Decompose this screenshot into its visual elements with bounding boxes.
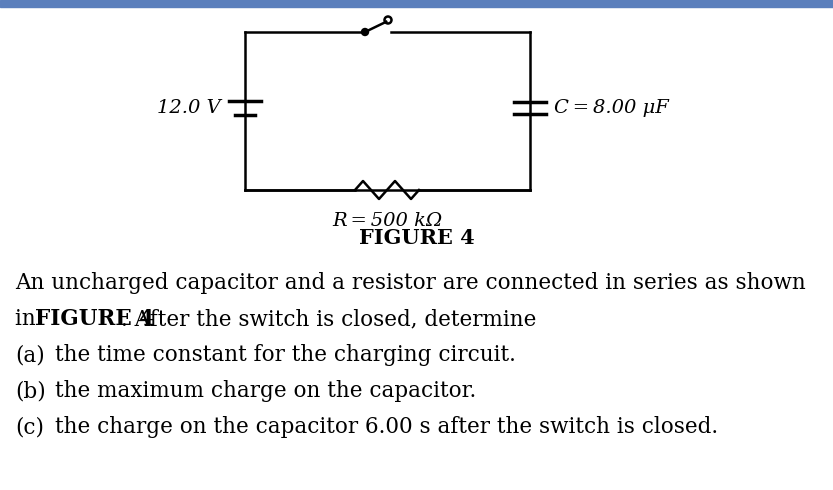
Text: 12.0 V: 12.0 V — [157, 99, 221, 117]
Text: FIGURE 4: FIGURE 4 — [35, 308, 154, 330]
Text: (a): (a) — [15, 344, 45, 366]
Bar — [0, 0, 833, 7]
Text: C = 8.00 μF: C = 8.00 μF — [554, 99, 669, 117]
Text: the maximum charge on the capacitor.: the maximum charge on the capacitor. — [55, 380, 476, 402]
Text: R = 500 kΩ: R = 500 kΩ — [332, 212, 442, 230]
Text: in: in — [15, 308, 42, 330]
Text: (b): (b) — [15, 380, 46, 402]
Text: (c): (c) — [15, 416, 44, 438]
Text: An uncharged capacitor and a resistor are connected in series as shown: An uncharged capacitor and a resistor ar… — [15, 272, 806, 294]
Text: the charge on the capacitor 6.00 s after the switch is closed.: the charge on the capacitor 6.00 s after… — [55, 416, 718, 438]
Text: . After the switch is closed, determine: . After the switch is closed, determine — [121, 308, 536, 330]
Text: the time constant for the charging circuit.: the time constant for the charging circu… — [55, 344, 516, 366]
Text: FIGURE 4: FIGURE 4 — [359, 228, 474, 248]
Circle shape — [362, 28, 368, 35]
